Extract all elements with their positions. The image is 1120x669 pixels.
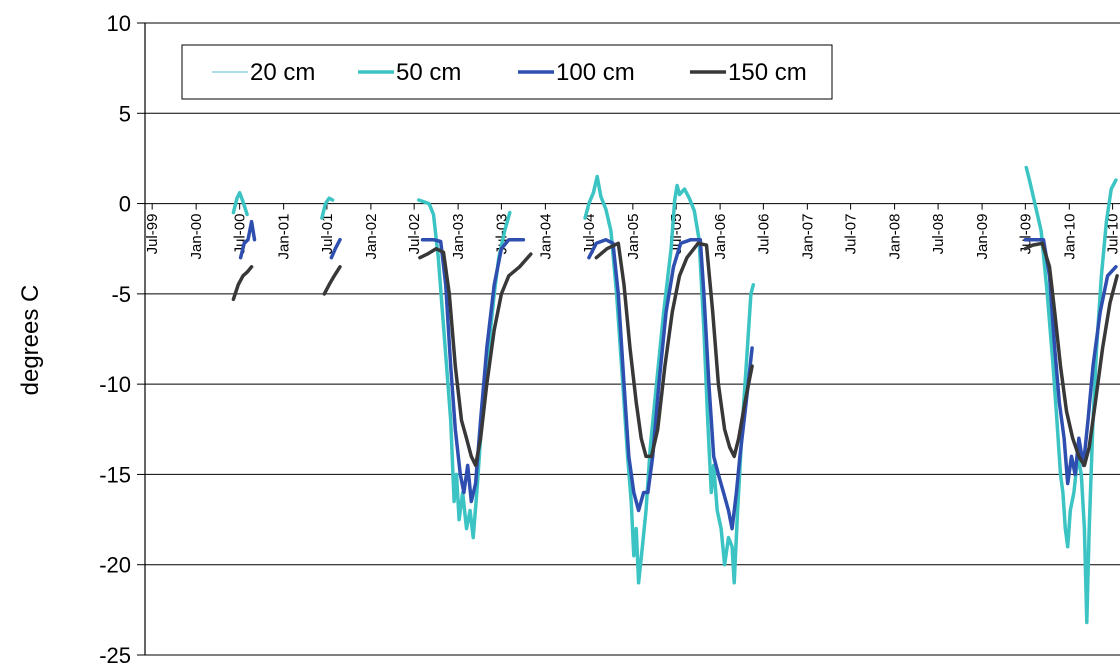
x-tick-label: Jan-05 bbox=[625, 214, 642, 260]
x-tick-label: Jul-10 bbox=[1105, 214, 1120, 255]
x-tick-label: Jan-03 bbox=[450, 214, 467, 260]
x-tick-label: Jul-02 bbox=[406, 214, 423, 255]
series-line-100-cm bbox=[420, 237, 526, 504]
legend-label: 50 cm bbox=[396, 59, 461, 86]
y-tick-label: 5 bbox=[119, 101, 131, 126]
series-line-150-cm bbox=[418, 246, 533, 468]
x-tick-label: Jul-04 bbox=[581, 214, 598, 255]
legend-label: 20 cm bbox=[250, 59, 315, 86]
y-tick-label: -20 bbox=[99, 553, 131, 578]
y-tick-label: 10 bbox=[107, 11, 131, 36]
x-tick-label: Jul-06 bbox=[755, 214, 772, 255]
x-tick-label: Jan-02 bbox=[363, 214, 380, 260]
x-axis-ticks: Jul-99 Jan-00 Jul-00 Jan-01 Jul-01 Jan-02 Jul-… bbox=[144, 203, 1120, 260]
series-line-50-cm bbox=[320, 196, 335, 220]
series-line-150-cm bbox=[594, 241, 754, 459]
y-tick-label: -10 bbox=[99, 372, 131, 397]
gridlines bbox=[145, 22, 1120, 656]
x-tick-label: Jul-09 bbox=[1017, 214, 1034, 255]
series-line-100-cm bbox=[587, 237, 754, 531]
series-line-50-cm bbox=[231, 190, 249, 217]
x-tick-label: Jan-08 bbox=[887, 214, 904, 260]
x-tick-label: Jan-06 bbox=[712, 214, 729, 260]
series-lines bbox=[231, 165, 1119, 625]
series-line-100-cm bbox=[238, 219, 257, 260]
series-line-150-cm bbox=[231, 265, 254, 302]
y-axis-label: degrees C bbox=[17, 285, 44, 396]
x-tick-label: Jul-00 bbox=[232, 214, 249, 255]
x-tick-label: Jul-01 bbox=[319, 214, 336, 255]
y-tick-label: -5 bbox=[111, 282, 131, 307]
x-tick-label: Jan-10 bbox=[1061, 214, 1078, 260]
x-tick-label: Jul-99 bbox=[144, 214, 161, 255]
x-tick-label: Jul-08 bbox=[930, 214, 947, 255]
y-tick-label: 0 bbox=[119, 192, 131, 217]
series-line-150-cm bbox=[1023, 241, 1119, 468]
y-axis-ticks: 10 5 0 -5 -10 -15 -20 -25 bbox=[99, 11, 145, 668]
y-tick-label: -15 bbox=[99, 462, 131, 487]
x-tick-label: Jan-04 bbox=[537, 214, 554, 260]
x-tick-label: Jan-00 bbox=[188, 214, 205, 260]
legend-label: 100 cm bbox=[556, 59, 635, 86]
x-tick-label: Jul-07 bbox=[843, 214, 860, 255]
series-line-150-cm bbox=[322, 265, 342, 296]
x-tick-label: Jan-09 bbox=[974, 214, 991, 260]
series-line-100-cm bbox=[329, 237, 342, 260]
y-tick-label: -25 bbox=[99, 643, 131, 668]
x-tick-label: Jan-07 bbox=[799, 214, 816, 260]
x-tick-label: Jan-01 bbox=[276, 214, 293, 260]
legend: 20 cm 50 cm 100 cm 150 cm bbox=[181, 44, 833, 100]
legend-label: 150 cm bbox=[728, 59, 807, 86]
